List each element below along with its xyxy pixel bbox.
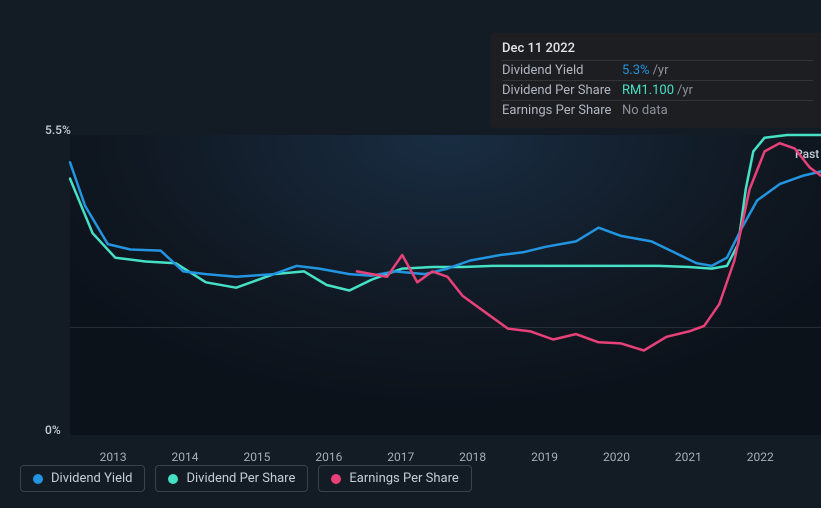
chart-tooltip: Dec 11 2022 Dividend Yield5.3%/yrDividen… xyxy=(490,33,821,128)
legend-label: Dividend Yield xyxy=(51,471,132,486)
tooltip-row-label: Earnings Per Share xyxy=(502,103,622,118)
legend-label: Earnings Per Share xyxy=(349,471,458,486)
x-axis-tick: 2022 xyxy=(747,450,774,464)
x-axis-tick: 2017 xyxy=(387,450,414,464)
legend-dot-icon xyxy=(331,474,341,484)
x-axis-tick: 2014 xyxy=(172,450,199,464)
x-axis-tick: 2015 xyxy=(243,450,270,464)
x-axis-tick: 2013 xyxy=(100,450,127,464)
legend-item[interactable]: Dividend Yield xyxy=(20,465,145,492)
chart-legend: Dividend Yield Dividend Per Share Earnings… xyxy=(20,465,472,492)
tooltip-row-label: Dividend Yield xyxy=(502,63,622,78)
x-axis-tick: 2018 xyxy=(459,450,486,464)
tooltip-row: Earnings Per ShareNo data xyxy=(502,100,813,120)
tooltip-row-value: 5.3%/yr xyxy=(622,63,668,78)
x-axis-tick: 2020 xyxy=(603,450,630,464)
tooltip-row: Dividend Per ShareRM1.100/yr xyxy=(502,80,813,100)
tooltip-row: Dividend Yield5.3%/yr xyxy=(502,60,813,80)
x-axis-tick: 2016 xyxy=(315,450,342,464)
legend-item[interactable]: Dividend Per Share xyxy=(155,465,308,492)
x-axis-tick: 2019 xyxy=(531,450,558,464)
dividend-chart: Dec 11 2022 Dividend Yield5.3%/yrDividen… xyxy=(20,15,810,455)
y-axis-max: 5.5% xyxy=(45,123,71,137)
chart-lines xyxy=(70,135,821,435)
legend-dot-icon xyxy=(168,474,178,484)
legend-label: Dividend Per Share xyxy=(186,471,295,486)
legend-item[interactable]: Earnings Per Share xyxy=(318,465,471,492)
tooltip-row-value: RM1.100/yr xyxy=(622,83,693,98)
tooltip-row-value: No data xyxy=(622,103,668,118)
y-axis-min: 0% xyxy=(45,423,61,437)
tooltip-date: Dec 11 2022 xyxy=(502,41,813,60)
legend-dot-icon xyxy=(33,474,43,484)
tooltip-row-label: Dividend Per Share xyxy=(502,83,622,98)
x-axis-tick: 2021 xyxy=(675,450,702,464)
